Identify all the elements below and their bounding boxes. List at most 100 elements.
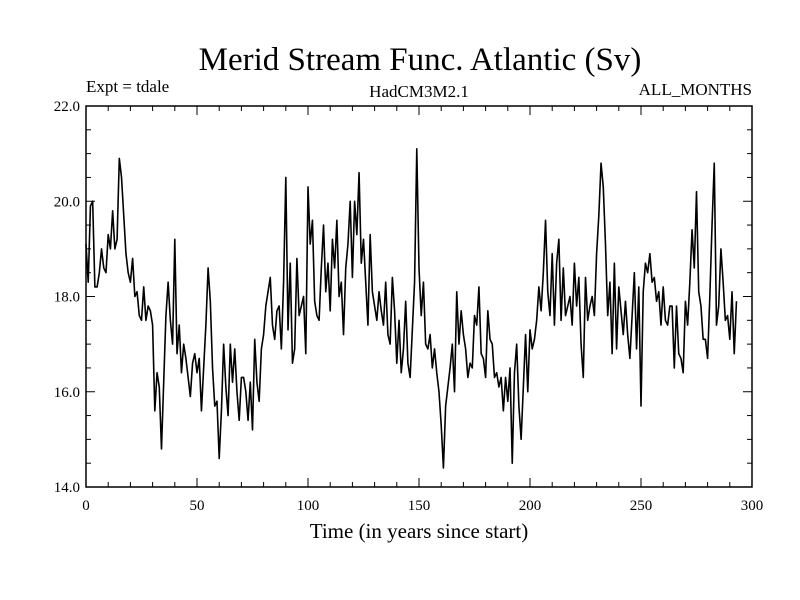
data-point [594, 315, 596, 317]
data-point [203, 367, 205, 369]
data-point [152, 324, 154, 326]
data-point [205, 324, 207, 326]
data-point [456, 291, 458, 293]
data-point [527, 391, 529, 393]
data-point [101, 248, 103, 250]
data-point [545, 220, 547, 222]
data-point [471, 367, 473, 369]
data-point [585, 277, 587, 279]
data-point [618, 286, 620, 288]
data-point [372, 291, 374, 293]
data-point [602, 186, 604, 188]
data-point [272, 324, 274, 326]
data-point [500, 377, 502, 379]
data-point [651, 281, 653, 283]
data-point [360, 262, 362, 264]
data-point [134, 296, 136, 298]
data-point [596, 253, 598, 255]
data-point [432, 367, 434, 369]
data-point [376, 320, 378, 322]
data-point [170, 320, 172, 322]
x-tick-label: 250 [630, 498, 653, 514]
data-point [434, 348, 436, 350]
data-point [369, 234, 371, 236]
data-point [538, 286, 540, 288]
x-tick-label: 150 [408, 498, 431, 514]
data-point [600, 162, 602, 164]
data-point [147, 305, 149, 307]
data-point [125, 253, 127, 255]
data-point [316, 315, 318, 317]
data-point [245, 391, 247, 393]
x-tick-labels: 0 50 100 150 200 250 300 [82, 498, 763, 514]
data-point [412, 329, 414, 331]
data-point [676, 305, 678, 307]
data-point [691, 229, 693, 231]
data-point [143, 286, 145, 288]
data-point [236, 391, 238, 393]
data-point [707, 358, 709, 360]
data-point [276, 310, 278, 312]
data-point [647, 272, 649, 274]
data-point [571, 324, 573, 326]
data-point [598, 215, 600, 217]
data-point [665, 320, 667, 322]
data-point [609, 281, 611, 283]
data-point [467, 377, 469, 379]
data-point [181, 372, 183, 374]
data-point [622, 334, 624, 336]
data-point [163, 381, 165, 383]
data-point [156, 372, 158, 374]
data-point [531, 348, 533, 350]
data-point [278, 305, 280, 307]
data-point [438, 391, 440, 393]
data-point [409, 377, 411, 379]
data-point [503, 410, 505, 412]
data-point [625, 300, 627, 302]
data-point [660, 324, 662, 326]
data-point [580, 343, 582, 345]
data-point [449, 367, 451, 369]
data-point [289, 262, 291, 264]
data-point [558, 239, 560, 241]
data-point [525, 334, 527, 336]
data-point [649, 253, 651, 255]
data-point [689, 281, 691, 283]
data-point [476, 324, 478, 326]
data-point [309, 243, 311, 245]
data-point [196, 372, 198, 374]
data-point [440, 424, 442, 426]
data-point [207, 267, 209, 269]
x-tick-label: 50 [190, 498, 205, 514]
data-point [640, 405, 642, 407]
data-point [627, 334, 629, 336]
data-point [90, 205, 92, 207]
data-point [669, 305, 671, 307]
data-point [85, 243, 87, 245]
data-point [662, 286, 664, 288]
data-point [234, 348, 236, 350]
data-point [645, 262, 647, 264]
data-point [716, 324, 718, 326]
data-point [511, 462, 513, 464]
data-point [445, 405, 447, 407]
data-point [145, 320, 147, 322]
data-point [325, 291, 327, 293]
series-line [85, 148, 738, 469]
data-point [698, 291, 700, 293]
data-point [696, 191, 698, 193]
data-point [638, 286, 640, 288]
chart-title: Merid Stream Func. Atlantic (Sv) [199, 42, 642, 78]
data-point [693, 267, 695, 269]
data-point [307, 186, 309, 188]
data-point [356, 234, 358, 236]
data-point [378, 291, 380, 293]
data-point [105, 272, 107, 274]
data-point [614, 262, 616, 264]
data-point [274, 339, 276, 341]
data-point [509, 367, 511, 369]
data-point [416, 148, 418, 150]
data-point [425, 343, 427, 345]
data-point [338, 296, 340, 298]
